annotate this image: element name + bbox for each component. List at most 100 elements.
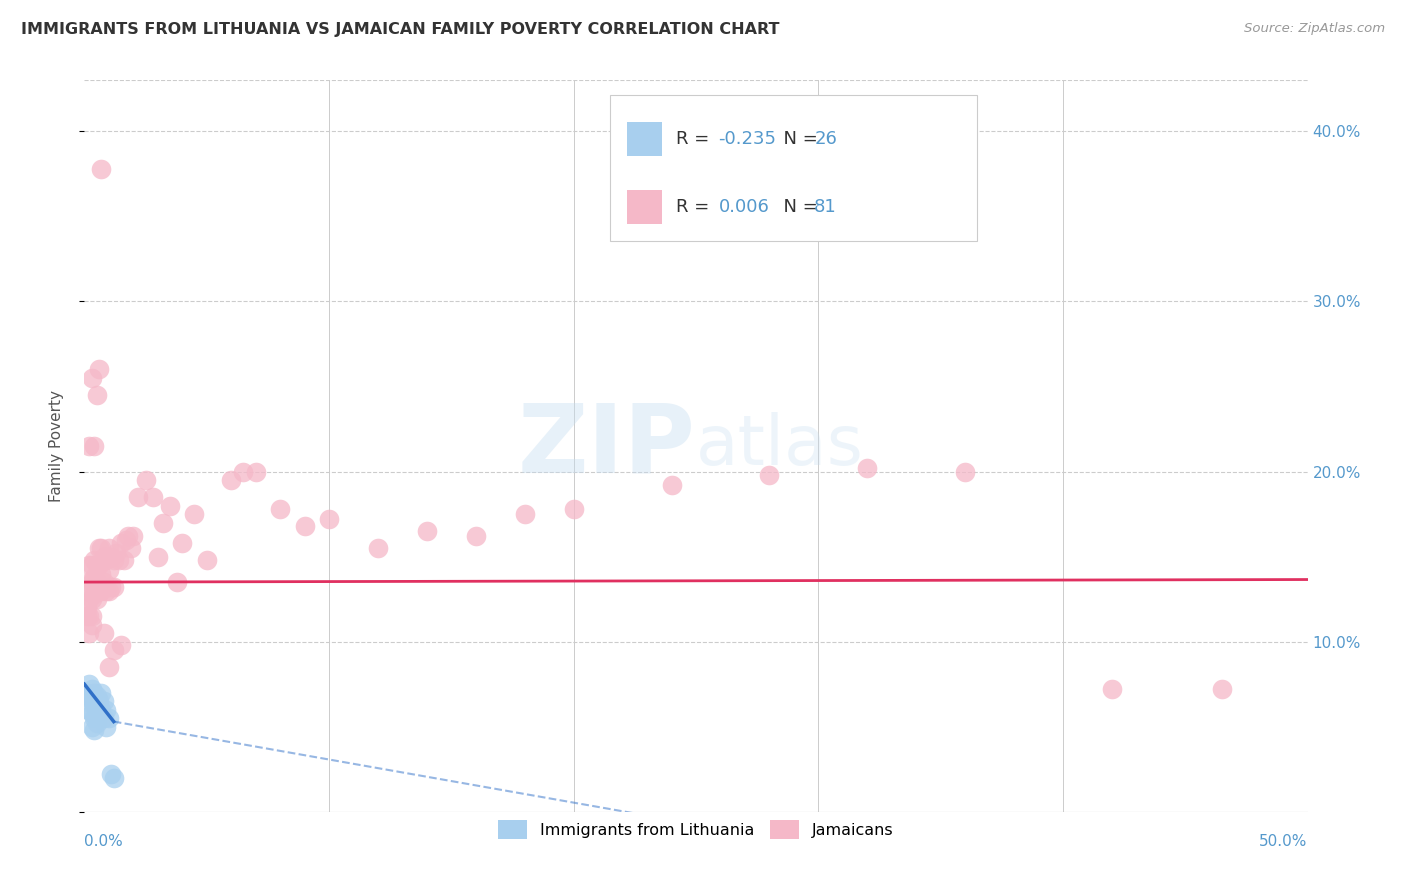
Point (367, 541, 389, 555)
Text: -0.235: -0.235 (718, 130, 776, 148)
Point (86, 575, 108, 590)
Legend: Immigrants from Lithuania, Jamaicans: Immigrants from Lithuania, Jamaicans (494, 815, 898, 844)
Point (83, 699, 105, 714)
Point (76, 686, 98, 700)
Point (83, 587, 105, 601)
Point (90, 566, 112, 581)
Point (294, 519, 316, 533)
Point (110, 638, 132, 652)
Text: atlas: atlas (696, 412, 863, 480)
Point (80, 609, 103, 624)
Point (318, 512, 340, 526)
Point (83, 570, 105, 584)
Point (97, 660, 120, 674)
Point (416, 524, 439, 538)
Point (83, 711, 105, 725)
Point (80, 682, 103, 697)
Point (100, 580, 122, 594)
Point (77, 703, 100, 717)
Text: 0.0%: 0.0% (84, 834, 124, 849)
Point (152, 516, 174, 530)
Point (77, 592, 100, 607)
Point (117, 529, 139, 543)
Point (90, 686, 112, 700)
Point (87, 694, 110, 708)
Point (96, 553, 118, 567)
Point (103, 553, 125, 567)
Point (100, 767, 122, 781)
Point (80, 694, 103, 708)
Point (83, 686, 105, 700)
Point (107, 553, 129, 567)
Text: R =: R = (676, 130, 716, 148)
Point (269, 502, 291, 516)
Point (80, 575, 103, 590)
Point (77, 439, 100, 453)
Text: N =: N = (772, 198, 824, 216)
Point (159, 499, 181, 513)
Point (87, 583, 110, 598)
Point (195, 553, 218, 567)
Point (110, 536, 132, 550)
Point (115, 533, 138, 547)
Point (96, 720, 118, 734)
Point (122, 529, 145, 543)
Y-axis label: Family Poverty: Family Poverty (49, 390, 63, 502)
Point (953, 465, 976, 479)
Point (146, 549, 169, 564)
Text: N =: N = (772, 130, 824, 148)
Point (97, 563, 120, 577)
Text: IMMIGRANTS FROM LITHUANIA VS JAMAICAN FAMILY POVERTY CORRELATION CHART: IMMIGRANTS FROM LITHUANIA VS JAMAICAN FA… (21, 22, 779, 37)
Point (76, 583, 98, 598)
Point (120, 541, 142, 555)
Point (80, 617, 103, 632)
Point (77, 575, 100, 590)
Point (93, 694, 115, 708)
Point (83, 439, 105, 453)
Point (103, 771, 125, 785)
Point (86, 558, 108, 572)
Point (90, 583, 112, 598)
Text: 50.0%: 50.0% (1260, 834, 1308, 849)
Point (232, 465, 254, 479)
Point (80, 720, 103, 734)
Point (87, 362, 110, 376)
Point (142, 490, 165, 504)
Point (80, 592, 103, 607)
Point (90, 541, 112, 555)
Point (86, 689, 108, 703)
Point (127, 490, 149, 504)
Point (245, 465, 267, 479)
Point (77, 609, 100, 624)
Text: 26: 26 (814, 130, 837, 148)
Point (93, 549, 115, 564)
Point (464, 529, 486, 543)
Point (80, 706, 103, 720)
Text: R =: R = (676, 198, 716, 216)
Point (86, 703, 108, 717)
Point (183, 507, 205, 521)
Point (90, 703, 112, 717)
Point (100, 549, 122, 564)
Point (87, 706, 110, 720)
Point (83, 723, 105, 737)
Text: 0.006: 0.006 (718, 198, 769, 216)
Point (86, 716, 108, 731)
Point (87, 558, 110, 572)
Text: ZIP: ZIP (517, 400, 696, 492)
Point (135, 473, 157, 487)
Point (661, 478, 683, 492)
Point (97, 711, 120, 725)
Point (76, 609, 98, 624)
Point (86, 592, 108, 607)
Point (83, 553, 105, 567)
Point (758, 467, 780, 482)
Point (172, 536, 194, 550)
Point (77, 677, 100, 691)
Point (96, 583, 118, 598)
Point (76, 600, 98, 615)
Point (77, 626, 100, 640)
Point (96, 703, 118, 717)
Point (103, 580, 125, 594)
Point (166, 575, 188, 590)
